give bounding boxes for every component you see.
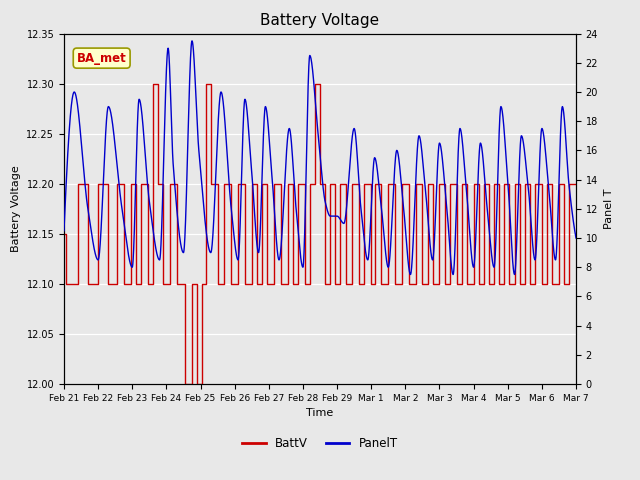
Y-axis label: Panel T: Panel T bbox=[604, 189, 614, 229]
Y-axis label: Battery Voltage: Battery Voltage bbox=[11, 166, 21, 252]
Title: Battery Voltage: Battery Voltage bbox=[260, 13, 380, 28]
X-axis label: Time: Time bbox=[307, 408, 333, 418]
Legend: BattV, PanelT: BattV, PanelT bbox=[237, 433, 403, 455]
Text: BA_met: BA_met bbox=[77, 52, 127, 65]
